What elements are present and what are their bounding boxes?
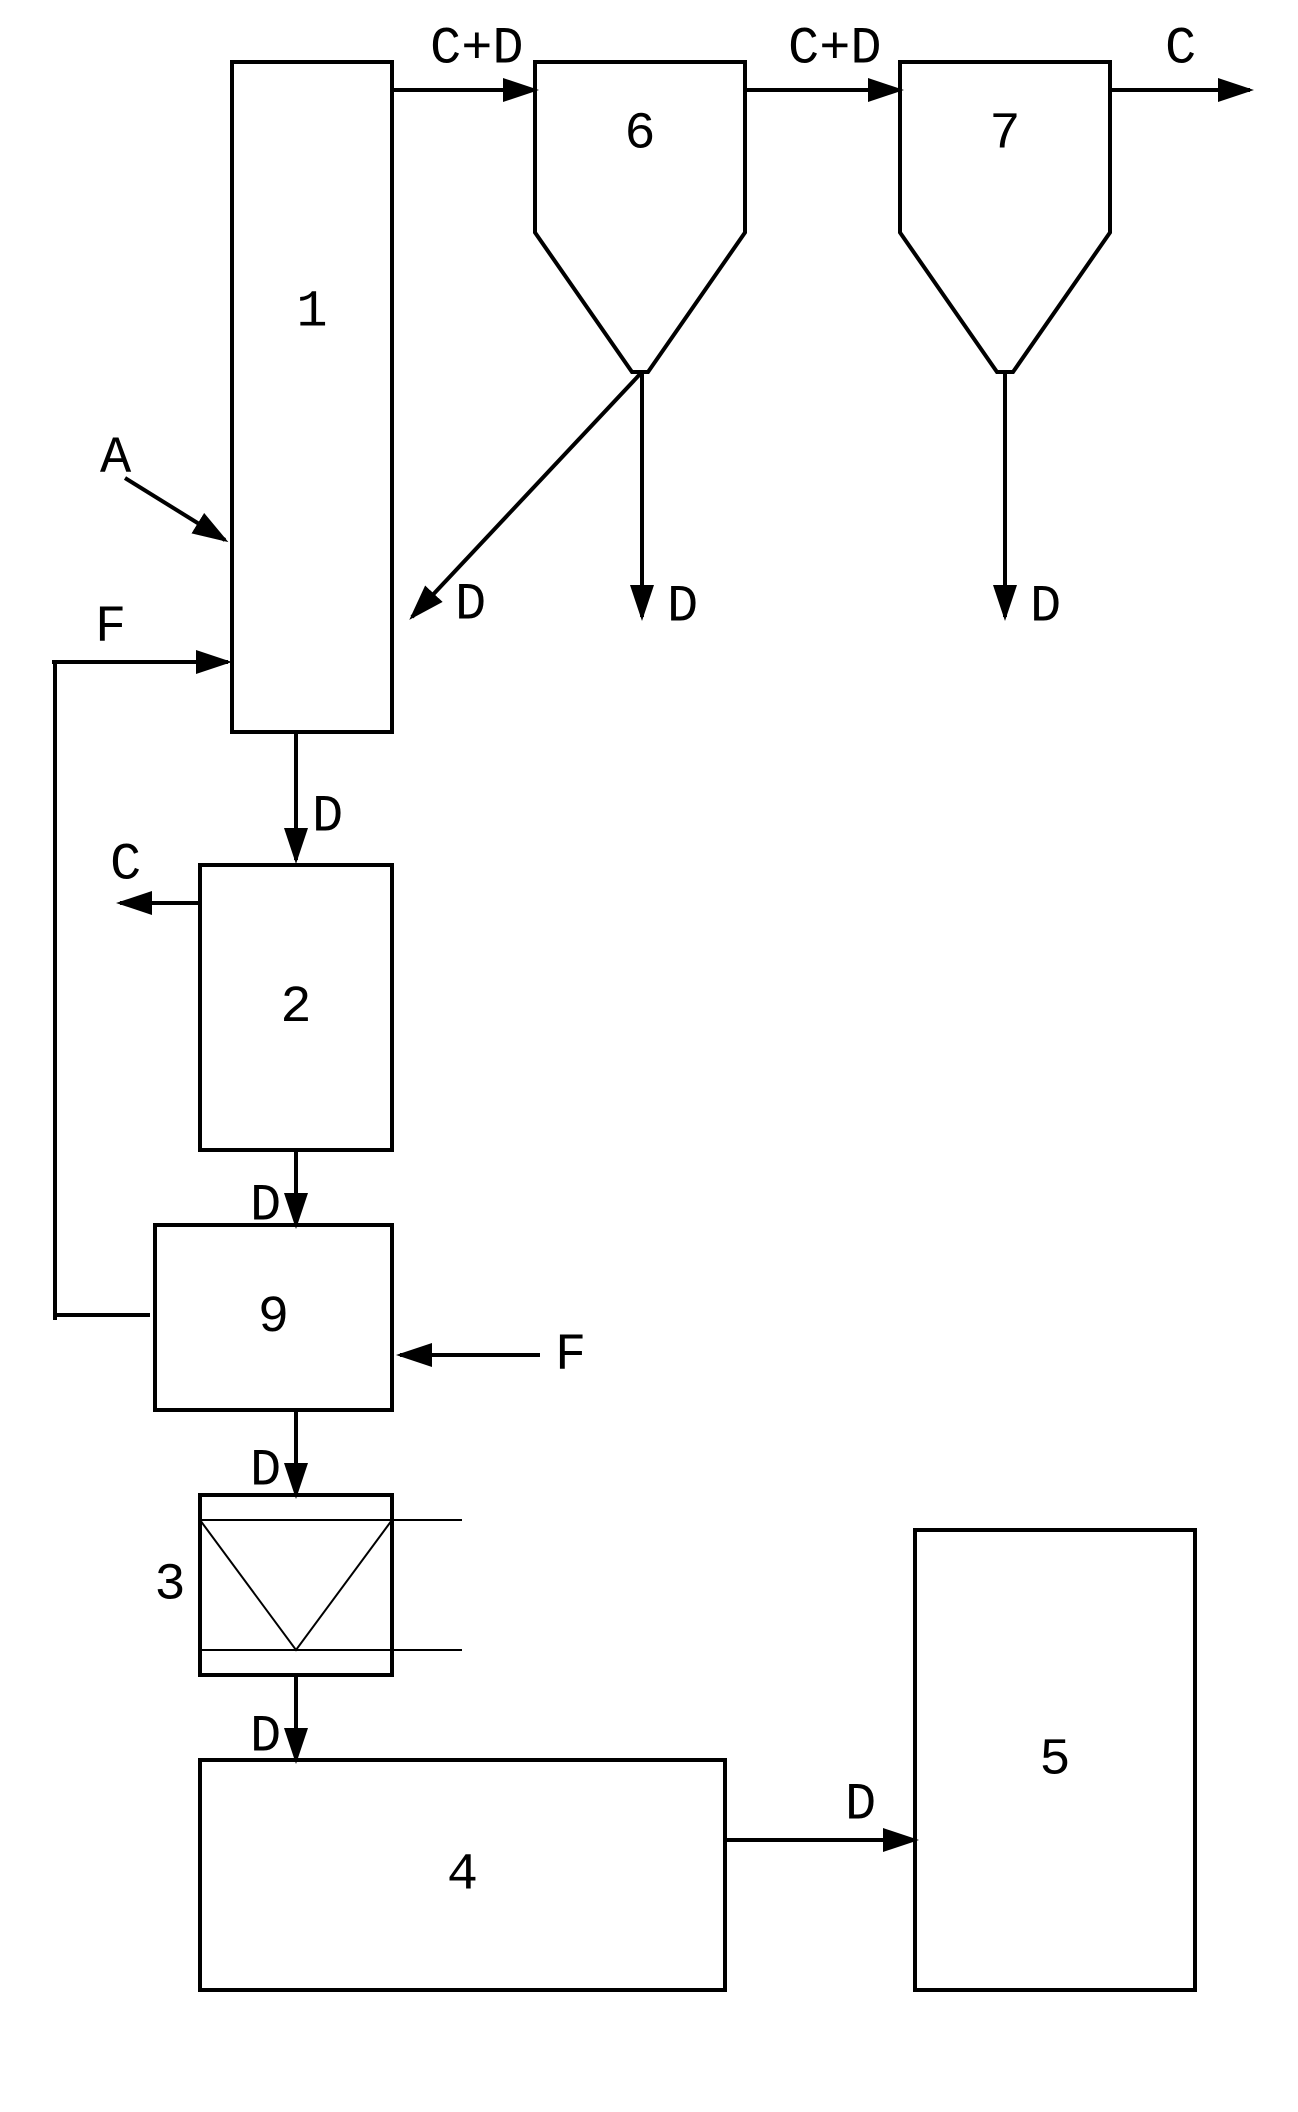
- svg-text:C: C: [110, 836, 141, 895]
- node-box7: 7: [900, 62, 1110, 372]
- edge-e1_to_2: D: [296, 732, 343, 860]
- edge-e6_to_1: D: [412, 372, 642, 635]
- edge-eF_loop_in: F: [52, 598, 228, 662]
- node-box4: 4: [200, 1760, 725, 1990]
- svg-text:9: 9: [258, 1288, 289, 1347]
- svg-text:1: 1: [296, 283, 327, 342]
- svg-text:D: D: [250, 1442, 281, 1501]
- node-box6: 6: [535, 62, 745, 372]
- node-box5: 5: [915, 1530, 1195, 1990]
- edge-e2_to_C: C: [110, 836, 198, 903]
- svg-text:7: 7: [989, 105, 1020, 164]
- svg-text:C: C: [1165, 20, 1196, 79]
- edge-e7_out: C: [1110, 20, 1250, 90]
- svg-text:6: 6: [624, 105, 655, 164]
- svg-text:D: D: [312, 788, 343, 847]
- edge-e2_to_9: D: [250, 1150, 296, 1236]
- svg-text:D: D: [667, 578, 698, 637]
- edge-e1_to_6: C+D: [392, 20, 535, 90]
- svg-text:D: D: [250, 1708, 281, 1767]
- svg-text:2: 2: [280, 978, 311, 1037]
- svg-text:D: D: [250, 1177, 281, 1236]
- edge-eA_in: A: [100, 429, 225, 540]
- edge-e9_to_3: D: [250, 1410, 296, 1501]
- svg-text:3: 3: [154, 1556, 185, 1615]
- svg-text:5: 5: [1039, 1731, 1070, 1790]
- edge-e6_down: D: [642, 372, 698, 637]
- edge-e7_down: D: [1005, 372, 1061, 637]
- edge-e3_to_4: D: [250, 1675, 296, 1767]
- node-box9: 9: [155, 1225, 392, 1410]
- node-box3: 3: [154, 1495, 462, 1675]
- edge-e4_to_5: D: [725, 1776, 915, 1840]
- node-box2: 2: [200, 865, 392, 1150]
- svg-text:F: F: [555, 1326, 586, 1385]
- diagram-canvas: 1 2 9 3 4 5 6 7 C+D C+D C A D D D D C D D F D D F: [0, 0, 1298, 2112]
- svg-text:D: D: [1030, 578, 1061, 637]
- svg-text:F: F: [95, 598, 126, 657]
- svg-text:D: D: [845, 1776, 876, 1835]
- svg-text:C+D: C+D: [430, 20, 524, 79]
- svg-text:4: 4: [447, 1846, 478, 1905]
- svg-text:A: A: [100, 429, 132, 488]
- edge-e6_to_7: C+D: [745, 20, 900, 90]
- node-box1: 1: [232, 62, 392, 732]
- edge-eF_in9: F: [400, 1326, 586, 1385]
- svg-text:C+D: C+D: [788, 20, 882, 79]
- svg-text:D: D: [455, 576, 486, 635]
